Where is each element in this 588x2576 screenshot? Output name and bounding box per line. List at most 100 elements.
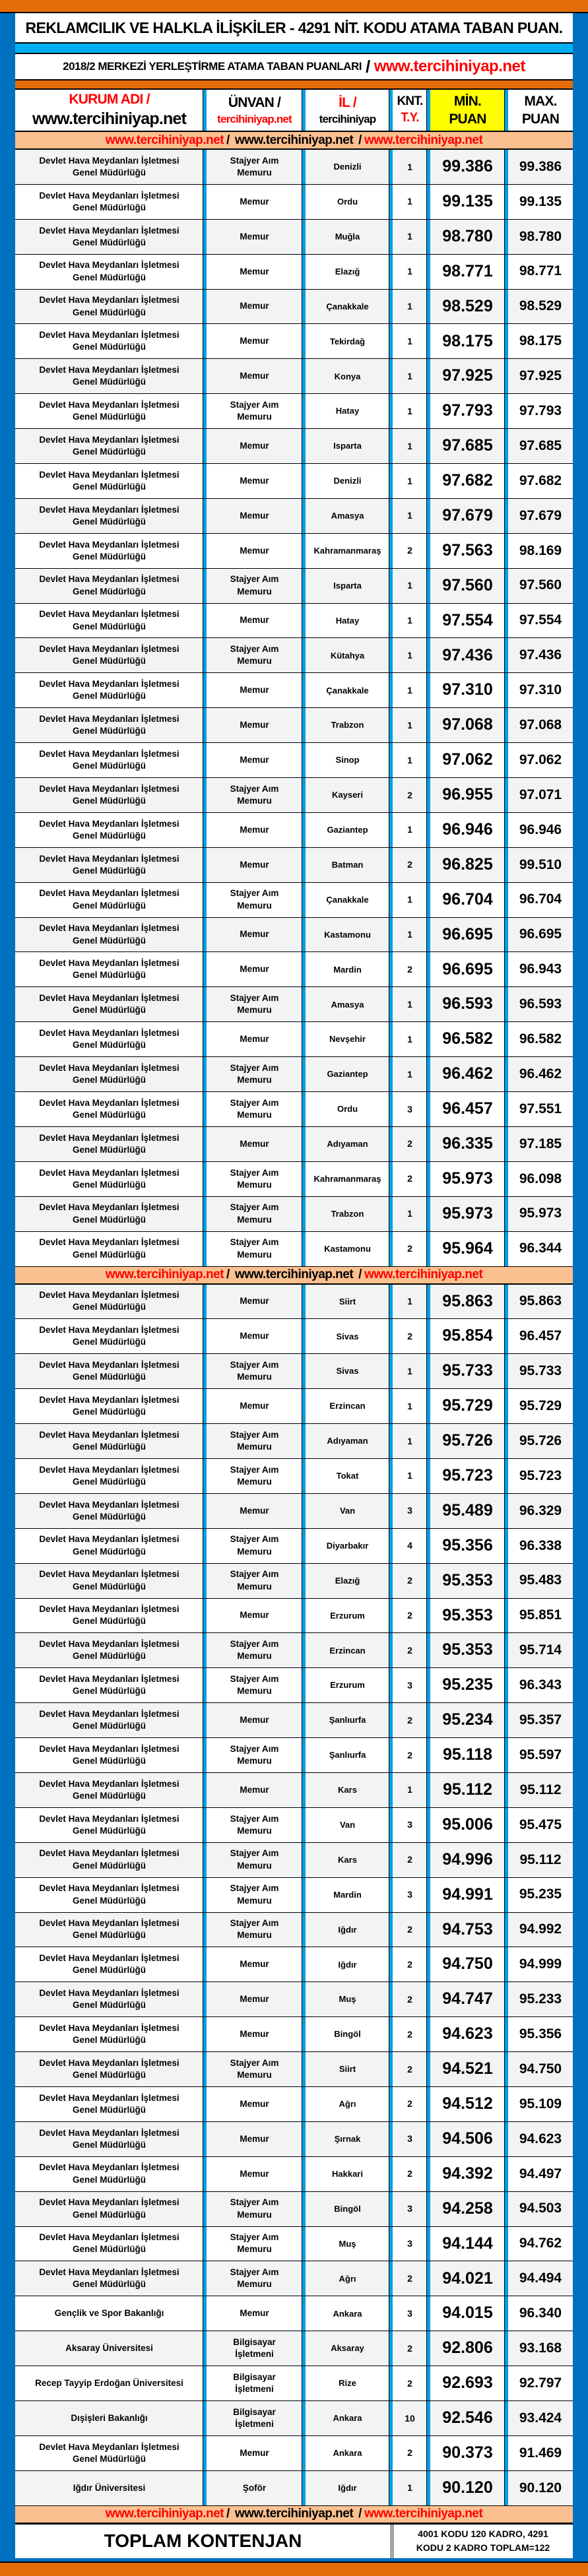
- kurum-line-1: Devlet Hava Meydanları İşletmesi: [39, 609, 180, 620]
- table-row: Devlet Hava Meydanları İşletmesi Genel Mü…: [15, 708, 573, 744]
- banner-link-left[interactable]: www.tercihiniyap.net: [105, 133, 224, 147]
- unvan-line: Memur: [240, 754, 269, 765]
- max-puan-cell: 96.457: [519, 1328, 562, 1344]
- max-puan-cell: 96.695: [519, 926, 562, 942]
- max-puan-cell: 97.682: [519, 472, 562, 488]
- banner-link-left[interactable]: www.tercihiniyap.net: [105, 2507, 224, 2521]
- kurum-cell: Devlet Hava Meydanları İşletmesi Genel Mü…: [15, 289, 207, 324]
- total-note-line-2: KODU 2 KADRO TOPLAM=122: [416, 2542, 550, 2554]
- total-note-line-1: 4001 KODU 120 KADRO, 4291: [418, 2528, 548, 2540]
- il-cell: Kars: [306, 1842, 393, 1877]
- max-puan-cell: 97.685: [519, 437, 562, 453]
- unvan-line: Memuru: [237, 1860, 272, 1871]
- kurum-line-1: Devlet Hava Meydanları İşletmesi: [39, 1778, 180, 1789]
- max-puan-cell: 97.560: [519, 577, 562, 593]
- max-puan-cell: 97.554: [519, 612, 562, 628]
- kontenjan-cell: 1: [393, 1022, 430, 1057]
- banner-link-right[interactable]: www.tercihiniyap.net: [364, 133, 483, 147]
- kontenjan-cell: 2: [393, 1319, 430, 1354]
- unvan-cell: Stajyer Aım Memuru: [207, 1354, 306, 1389]
- unvan-line: Memuru: [237, 1075, 272, 1085]
- table-row: Devlet Hava Meydanları İşletmesi Genel Mü…: [15, 882, 573, 918]
- kontenjan-cell: 2: [393, 1231, 430, 1266]
- unvan-line: Memuru: [237, 1442, 272, 1452]
- il-cell: Bingöl: [306, 2017, 393, 2052]
- unvan-cell: Memur: [207, 1319, 306, 1354]
- unvan-line: İşletmeni: [235, 2418, 274, 2429]
- header-ty-label: T.Y.: [401, 111, 419, 125]
- il-cell: Elazığ: [306, 1563, 393, 1598]
- table-row: Devlet Hava Meydanları İşletmesi Genel Mü…: [15, 1161, 573, 1197]
- max-puan-cell: 97.793: [519, 403, 562, 418]
- kontenjan-cell: 3: [393, 1092, 430, 1126]
- banner-link-mid[interactable]: www.tercihiniyap.net: [234, 133, 354, 147]
- kontenjan-cell: 2: [393, 1598, 430, 1633]
- unvan-line: Memuru: [237, 2070, 272, 2080]
- subtitle-text: 2018/2 MERKEZİ YERLEŞTİRME ATAMA TABAN P…: [63, 60, 362, 73]
- min-puan-cell: 92.806: [430, 2331, 508, 2366]
- table-row: Devlet Hava Meydanları İşletmesi Genel Mü…: [15, 2261, 573, 2297]
- table-row: Devlet Hava Meydanları İşletmesi Genel Mü…: [15, 1563, 573, 1599]
- il-cell: Muğla: [306, 219, 393, 254]
- kurum-cell: Devlet Hava Meydanları İşletmesi Genel Mü…: [15, 812, 207, 847]
- banner-link-right[interactable]: www.tercihiniyap.net: [364, 1268, 483, 1281]
- kurum-line-2: Genel Müdürlüğü: [72, 830, 146, 841]
- banner-link-left[interactable]: www.tercihiniyap.net: [105, 1268, 224, 1281]
- max-puan-cell: 94.503: [519, 2201, 562, 2216]
- table-row: Devlet Hava Meydanları İşletmesi Genel Mü…: [15, 1022, 573, 1058]
- unvan-line: Memur: [240, 2447, 269, 2458]
- min-puan-cell: 94.021: [430, 2261, 508, 2296]
- table-row: Devlet Hava Meydanları İşletmesi Genel Mü…: [15, 359, 573, 395]
- kurum-line-1: Devlet Hava Meydanları İşletmesi: [39, 783, 180, 794]
- banner-link-mid[interactable]: www.tercihiniyap.net: [234, 2507, 354, 2521]
- table-row: Devlet Hava Meydanları İşletmesi Genel Mü…: [15, 812, 573, 848]
- kurum-line-2: Genel Müdürlüğü: [72, 1005, 146, 1015]
- unvan-line: Memur: [240, 720, 269, 730]
- il-cell: Tekirdağ: [306, 324, 393, 359]
- min-puan-cell: 94.144: [430, 2226, 508, 2261]
- unvan-cell: Stajyer Aım Memuru: [207, 1738, 306, 1772]
- min-puan-cell: 95.964: [430, 1231, 508, 1266]
- max-puan-cell: 95.483: [519, 1572, 562, 1588]
- unvan-cell: Stajyer Aım Memuru: [207, 2226, 306, 2261]
- header-unvan-label: ÜNVAN /: [228, 95, 281, 111]
- il-cell: Hatay: [306, 394, 393, 429]
- max-puan-cell: 95.357: [519, 1712, 562, 1727]
- kontenjan-cell: 2: [393, 2366, 430, 2400]
- il-cell: Muş: [306, 1982, 393, 2017]
- il-cell: Amasya: [306, 987, 393, 1022]
- table-row: Devlet Hava Meydanları İşletmesi Genel Mü…: [15, 289, 573, 325]
- min-puan-cell: 95.356: [430, 1528, 508, 1563]
- table-row: Devlet Hava Meydanları İşletmesi Genel Mü…: [15, 1947, 573, 1983]
- il-cell: Ağrı: [306, 2261, 393, 2296]
- kurum-line-2: Genel Müdürlüğü: [72, 1790, 146, 1801]
- table-row: Devlet Hava Meydanları İşletmesi Genel Mü…: [15, 533, 573, 569]
- il-cell: Kahramanmaraş: [306, 1161, 393, 1196]
- kontenjan-cell: 1: [393, 219, 430, 254]
- kontenjan-cell: 3: [393, 2226, 430, 2261]
- table-row: Devlet Hava Meydanları İşletmesi Genel Mü…: [15, 847, 573, 883]
- banner-link-mid[interactable]: www.tercihiniyap.net: [234, 1268, 354, 1281]
- unvan-cell: Memur: [207, 952, 306, 987]
- kurum-line-1: Devlet Hava Meydanları İşletmesi: [39, 2441, 180, 2452]
- unvan-line: Stajyer Aım: [230, 2232, 279, 2243]
- kontenjan-cell: 2: [393, 1633, 430, 1668]
- kurum-line-1: Devlet Hava Meydanları İşletmesi: [39, 504, 180, 515]
- kurum-line-2: Genel Müdürlüğü: [72, 202, 146, 212]
- banner-link-right[interactable]: www.tercihiniyap.net: [364, 2507, 483, 2521]
- table-row: Devlet Hava Meydanları İşletmesi Genel Mü…: [15, 2435, 573, 2471]
- unvan-cell: Memur: [207, 1389, 306, 1424]
- max-puan-cell: 93.168: [519, 2340, 562, 2356]
- il-cell: Erzurum: [306, 1668, 393, 1703]
- unvan-line: Memuru: [237, 586, 272, 596]
- kurum-line-1: Devlet Hava Meydanları İşletmesi: [39, 853, 180, 864]
- subtitle-site-link[interactable]: www.tercihiniyap.net: [374, 57, 526, 75]
- unvan-line: Stajyer Aım: [230, 1429, 279, 1440]
- unvan-line: İşletmeni: [235, 2349, 274, 2360]
- max-puan-cell: 95.597: [519, 1747, 562, 1762]
- kontenjan-cell: 1: [393, 254, 430, 289]
- kurum-line-1: Devlet Hava Meydanları İşletmesi: [39, 1499, 180, 1510]
- kurum-cell: Devlet Hava Meydanları İşletmesi Genel Mü…: [15, 2261, 207, 2296]
- min-puan-cell: 94.521: [430, 2052, 508, 2086]
- header-max-puan-label: PUAN: [521, 112, 560, 127]
